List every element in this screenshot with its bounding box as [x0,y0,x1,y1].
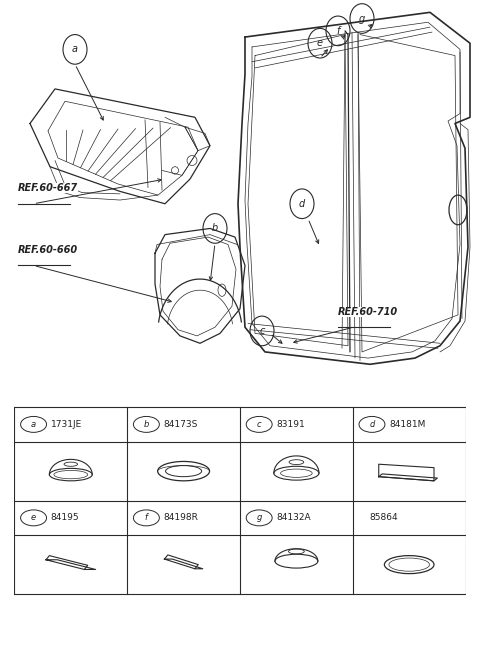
Text: 84198R: 84198R [163,514,198,522]
Text: g: g [256,514,262,522]
Text: f: f [336,26,340,36]
Text: 1731JE: 1731JE [50,420,82,429]
Text: REF.60-710: REF.60-710 [338,307,398,317]
Text: 84173S: 84173S [163,420,198,429]
Text: e: e [31,514,36,522]
Text: d: d [299,199,305,209]
Text: 83191: 83191 [276,420,305,429]
Text: 85864: 85864 [370,514,398,522]
Text: REF.60-667: REF.60-667 [18,184,78,194]
Text: 84181M: 84181M [389,420,425,429]
Text: a: a [31,420,36,429]
Text: 84195: 84195 [50,514,79,522]
Text: b: b [144,420,149,429]
Text: b: b [212,224,218,234]
Text: REF.60-660: REF.60-660 [18,245,78,255]
Text: f: f [145,514,148,522]
Text: c: c [257,420,262,429]
Text: g: g [359,14,365,24]
Text: d: d [369,420,375,429]
Text: a: a [72,45,78,54]
Text: 84132A: 84132A [276,514,311,522]
Text: e: e [317,38,323,49]
Text: c: c [259,326,264,336]
